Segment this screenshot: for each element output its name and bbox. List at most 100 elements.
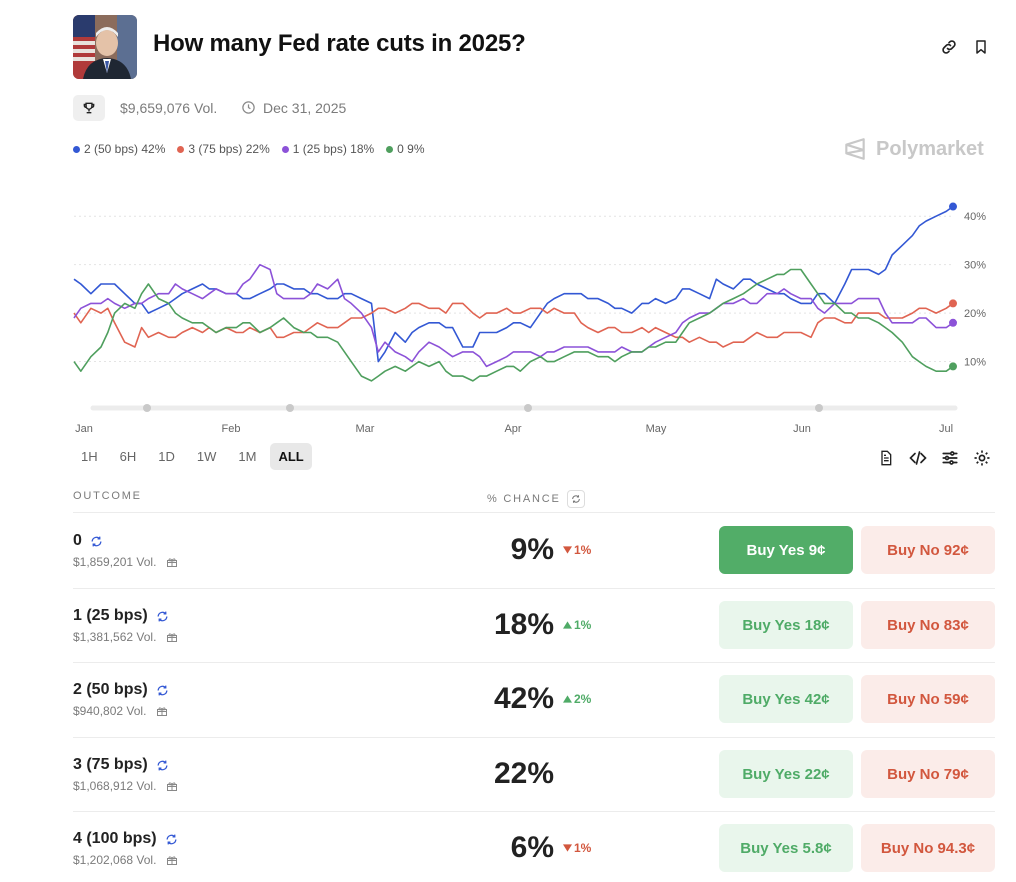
legend-label: 0 9% xyxy=(397,142,425,156)
range-marker[interactable] xyxy=(286,404,294,412)
outcome-volume: $1,859,201 Vol. xyxy=(73,555,157,569)
buy-yes-button[interactable]: Buy Yes 42¢ xyxy=(719,675,853,723)
timeframe-all[interactable]: ALL xyxy=(270,443,312,470)
x-tick-label: Jul xyxy=(939,423,953,435)
chance-header: % CHANCE xyxy=(487,490,585,508)
outcome-name-wrap: 3 (75 bps) xyxy=(73,756,169,774)
range-marker[interactable] xyxy=(143,404,151,412)
buy-no-button[interactable]: Buy No 92¢ xyxy=(861,526,995,574)
polymarket-logo: Polymarket xyxy=(842,136,984,162)
gift-icon[interactable] xyxy=(166,854,178,866)
outcome-name: 0 xyxy=(73,532,82,549)
x-tick-label: Jan xyxy=(75,423,93,435)
bookmark-icon[interactable] xyxy=(969,35,993,59)
buy-no-button[interactable]: Buy No 59¢ xyxy=(861,675,995,723)
outcome-volume-wrap: $1,202,068 Vol. xyxy=(73,853,178,867)
outcome-name-wrap: 1 (25 bps) xyxy=(73,607,169,625)
buy-yes-button[interactable]: Buy Yes 22¢ xyxy=(719,750,853,798)
gift-icon[interactable] xyxy=(156,705,168,717)
x-tick-label: Apr xyxy=(504,423,521,435)
legend-item: 1 (25 bps) 18% xyxy=(281,142,375,156)
outcome-name: 4 (100 bps) xyxy=(73,830,157,847)
end-date: Dec 31, 2025 xyxy=(263,100,347,116)
trophy-icon[interactable] xyxy=(73,95,105,121)
row-divider xyxy=(73,737,995,738)
caret-down-icon xyxy=(563,844,572,852)
market-title: How many Fed rate cuts in 2025? xyxy=(153,30,526,57)
buy-yes-button[interactable]: Buy Yes 9¢ xyxy=(719,526,853,574)
chance-change: 1% xyxy=(563,543,591,557)
row-divider xyxy=(73,811,995,812)
y-tick-label: 10% xyxy=(964,357,986,369)
market-avatar xyxy=(73,15,137,79)
gift-icon[interactable] xyxy=(166,631,178,643)
range-marker[interactable] xyxy=(815,404,823,412)
chance-change: 2% xyxy=(563,692,591,706)
chart-legend: 2 (50 bps) 42% 3 (75 bps) 22% 1 (25 bps) 1… xyxy=(73,142,425,156)
sync-icon[interactable] xyxy=(90,535,103,548)
buy-yes-button[interactable]: Buy Yes 5.8¢ xyxy=(719,824,853,872)
outcome-chance: 22% xyxy=(493,757,554,790)
timeframe-1w[interactable]: 1W xyxy=(196,449,217,464)
document-icon[interactable] xyxy=(874,446,898,470)
caret-up-icon xyxy=(563,695,572,703)
timeframe-6h[interactable]: 6H xyxy=(119,449,137,464)
legend-dot xyxy=(386,145,394,153)
code-icon[interactable] xyxy=(906,446,930,470)
outcome-chance: 6% xyxy=(510,831,554,864)
outcome-chance: 9% xyxy=(510,533,554,566)
legend-item: 0 9% xyxy=(386,142,425,156)
series-endpoint xyxy=(949,362,957,371)
outcome-volume-wrap: $1,859,201 Vol. xyxy=(73,555,178,569)
x-tick-label: May xyxy=(646,423,667,435)
sync-icon[interactable] xyxy=(156,759,169,772)
timeframe-1d[interactable]: 1D xyxy=(158,449,175,464)
sync-icon[interactable] xyxy=(156,684,169,697)
legend-label: 2 (50 bps) 42% xyxy=(84,142,166,156)
legend-label: 1 (25 bps) 18% xyxy=(292,142,375,156)
link-icon[interactable] xyxy=(937,35,961,59)
avatar-image xyxy=(73,15,137,79)
outcome-volume: $1,202,068 Vol. xyxy=(73,853,157,867)
caret-up-icon xyxy=(563,621,572,629)
legend-item: 2 (50 bps) 42% xyxy=(73,142,165,156)
series-line xyxy=(73,205,954,363)
sync-icon[interactable] xyxy=(156,610,169,623)
chance-change: 1% xyxy=(563,841,591,855)
chance-change-value: 2% xyxy=(574,692,592,706)
series-endpoint xyxy=(949,318,957,327)
timeframe-1m[interactable]: 1M xyxy=(238,449,257,464)
chance-header-label: % CHANCE xyxy=(487,493,561,505)
outcome-volume-wrap: $940,802 Vol. xyxy=(73,704,168,718)
header-divider xyxy=(73,512,995,513)
series-endpoint xyxy=(949,202,957,211)
row-divider xyxy=(73,588,995,589)
polymarket-icon xyxy=(845,138,865,160)
legend-dot xyxy=(281,145,289,153)
chance-change-value: 1% xyxy=(574,618,592,632)
buy-no-button[interactable]: Buy No 94.3¢ xyxy=(861,824,995,872)
sync-icon[interactable] xyxy=(566,490,585,508)
timeframe-1h[interactable]: 1H xyxy=(81,449,98,464)
gift-icon[interactable] xyxy=(166,780,178,792)
clock-icon xyxy=(241,100,256,120)
legend-dot xyxy=(177,145,185,153)
timeframe-selector: 1H 6H 1D 1W 1M ALL xyxy=(73,443,312,470)
buy-no-button[interactable]: Buy No 79¢ xyxy=(861,750,995,798)
buy-no-button[interactable]: Buy No 83¢ xyxy=(861,601,995,649)
legend-item: 3 (75 bps) 22% xyxy=(177,142,270,156)
sliders-icon[interactable] xyxy=(938,446,962,470)
y-tick-label: 40% xyxy=(964,211,986,223)
outcome-chance: 42% xyxy=(493,682,554,715)
brand-name: Polymarket xyxy=(876,137,984,160)
price-chart[interactable]: 10% 20% 30% 40% Jan Feb Mar Apr May Jun Jul xyxy=(0,180,1016,445)
gear-icon[interactable] xyxy=(970,446,994,470)
outcome-volume: $940,802 Vol. xyxy=(73,704,147,718)
gift-icon[interactable] xyxy=(166,556,178,568)
chance-change-value: 1% xyxy=(574,543,592,557)
range-marker[interactable] xyxy=(524,404,532,412)
x-tick-label: Mar xyxy=(356,423,375,435)
outcome-name: 2 (50 bps) xyxy=(73,681,148,698)
sync-icon[interactable] xyxy=(165,833,178,846)
buy-yes-button[interactable]: Buy Yes 18¢ xyxy=(719,601,853,649)
